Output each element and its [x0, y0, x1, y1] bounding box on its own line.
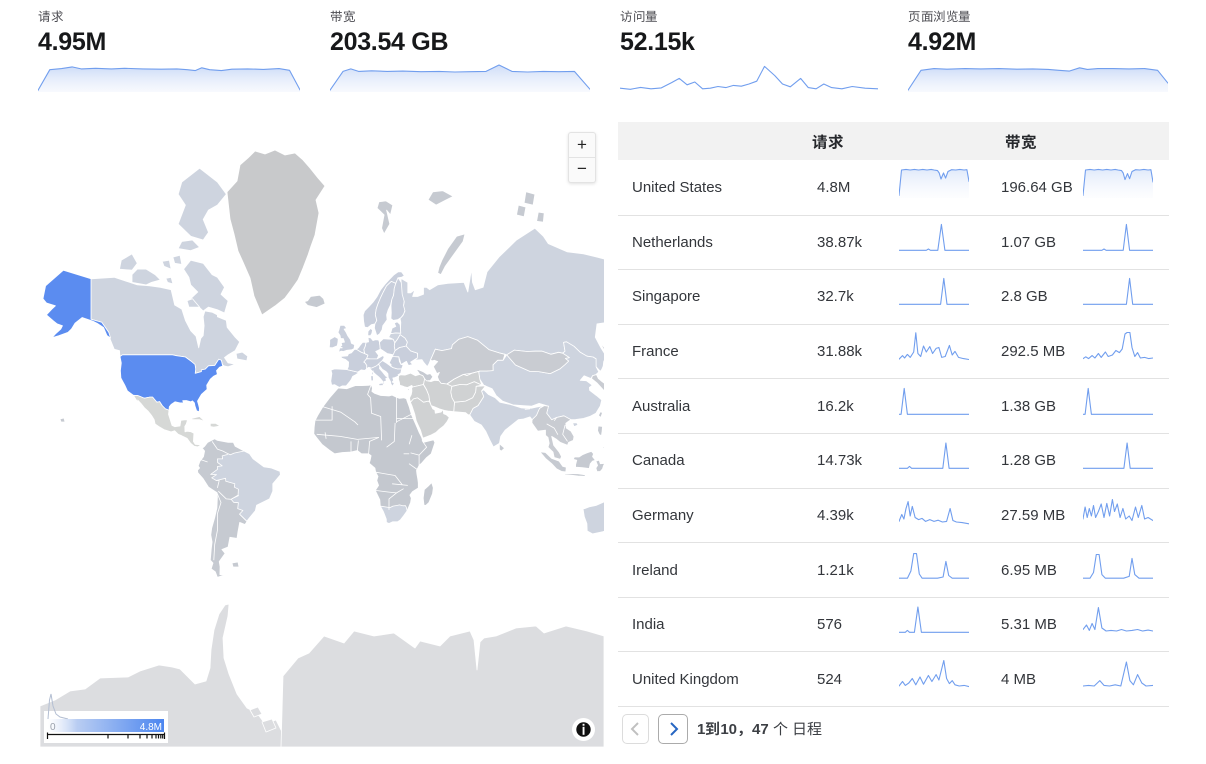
svg-text:4.8M: 4.8M: [140, 722, 162, 733]
svg-text:0: 0: [50, 722, 56, 733]
